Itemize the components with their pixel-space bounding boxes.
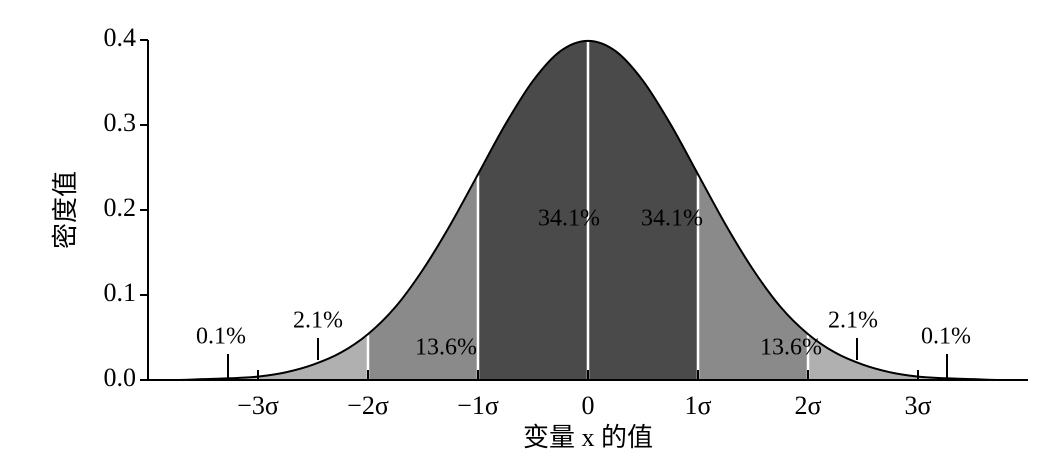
density-curve bbox=[147, 39, 1029, 382]
y-tick-label: 0.2 bbox=[104, 193, 137, 222]
y-tick-label: 0.3 bbox=[104, 108, 137, 137]
x-tick-label: −3σ bbox=[237, 391, 279, 420]
x-tick-label: 1σ bbox=[684, 391, 711, 420]
y-tick-label: 0.4 bbox=[104, 23, 137, 52]
region-label: 2.1% bbox=[828, 308, 878, 334]
x-tick-label: 0 bbox=[582, 391, 595, 420]
region bbox=[698, 40, 808, 380]
region-label: 2.1% bbox=[293, 308, 343, 334]
region bbox=[368, 40, 478, 380]
y-tick-label: 0.1 bbox=[104, 278, 137, 307]
x-tick-label: 2σ bbox=[794, 391, 821, 420]
x-axis-label: 变量 x 的值 bbox=[523, 423, 653, 452]
y-tick-label: 0.0 bbox=[104, 363, 137, 392]
region-label: 34.1% bbox=[641, 206, 703, 232]
region-label: 34.1% bbox=[538, 206, 600, 232]
x-tick-label: 3σ bbox=[904, 391, 931, 420]
y-axis-label: 密度值 bbox=[51, 171, 80, 249]
region-label: 0.1% bbox=[921, 324, 971, 350]
x-tick-label: −1σ bbox=[457, 391, 499, 420]
region-label: 13.6% bbox=[760, 335, 822, 361]
x-tick-label: −2σ bbox=[347, 391, 389, 420]
region-label: 0.1% bbox=[196, 324, 246, 350]
region-label: 13.6% bbox=[415, 335, 477, 361]
